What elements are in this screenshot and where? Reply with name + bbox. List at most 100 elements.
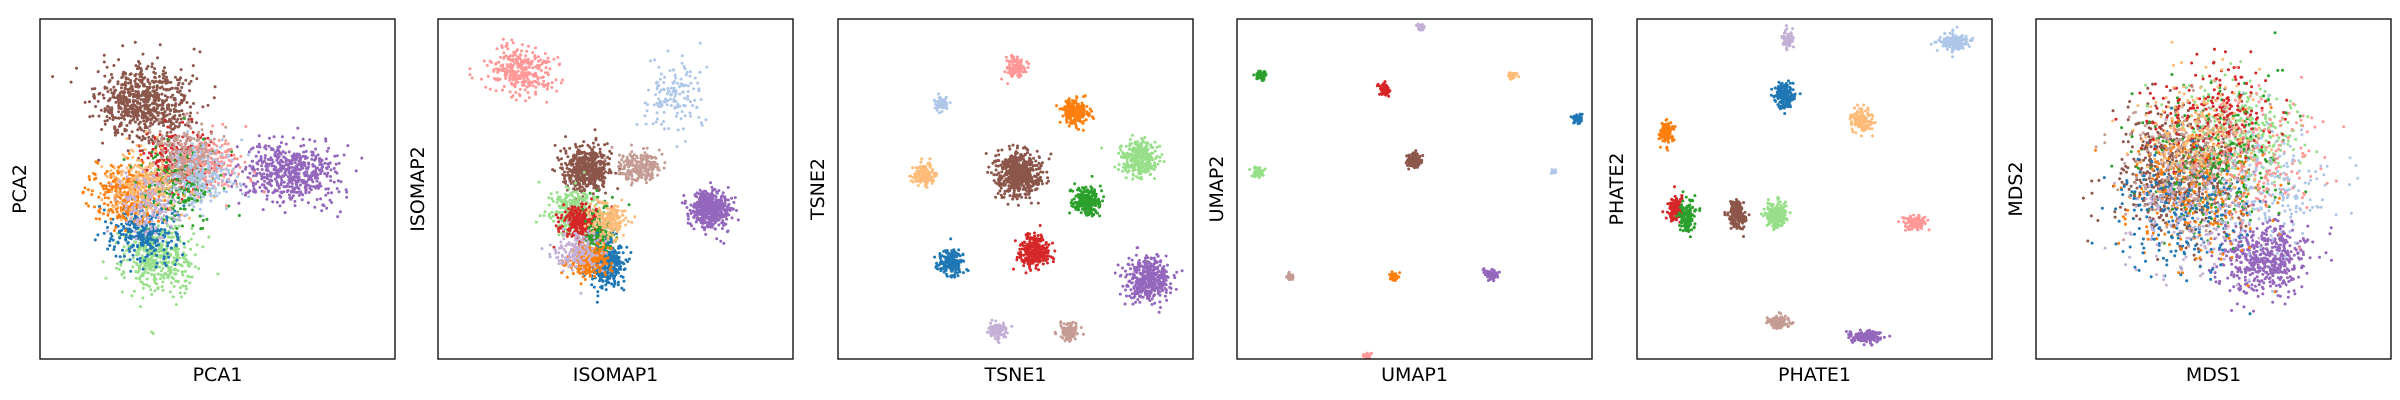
scatter-point (173, 126, 177, 130)
scatter-point (169, 268, 172, 272)
scatter-point (183, 180, 187, 184)
scatter-point (568, 146, 572, 150)
scatter-point (181, 171, 184, 175)
scatter-point (176, 238, 180, 242)
scatter-point (592, 164, 596, 168)
scatter-point (319, 160, 323, 164)
scatter-point (176, 196, 180, 200)
scatter-point (201, 226, 205, 230)
scatter-point (152, 120, 156, 124)
scatter-point (239, 188, 243, 192)
scatter-point (160, 138, 164, 141)
scatter-point (296, 172, 300, 176)
scatter-point (145, 259, 149, 263)
scatter-point (191, 64, 195, 68)
scatter-point (673, 94, 677, 98)
scatter-point (644, 174, 648, 178)
scatter-point (283, 151, 287, 155)
scatter-point (178, 114, 181, 118)
scatter-point (191, 130, 195, 134)
scatter-point (192, 232, 196, 236)
scatter-point (676, 128, 680, 132)
scatter-point (141, 226, 145, 230)
scatter-point (152, 275, 156, 279)
scatter-point (148, 103, 152, 107)
scatter-point (140, 72, 144, 76)
scatter-point (319, 172, 323, 176)
scatter-point (298, 161, 302, 165)
scatter-point (184, 253, 188, 257)
scatter-point (674, 76, 678, 80)
scatter-point (146, 271, 150, 275)
scatter-point (217, 191, 221, 195)
scatter-point (123, 117, 126, 121)
scatter-point (594, 138, 598, 142)
scatter-point (167, 180, 171, 184)
scatter-point (332, 180, 336, 184)
cluster (105, 170, 192, 240)
scatter-point (150, 252, 154, 256)
cluster (551, 128, 623, 210)
scatter-point (560, 162, 563, 166)
scatter-point (664, 97, 667, 101)
scatter-point (113, 89, 117, 93)
scatter-point (150, 219, 154, 223)
scatter-point (174, 186, 177, 190)
scatter-point (279, 165, 283, 168)
scatter-point (97, 114, 101, 118)
scatter-point (186, 130, 190, 133)
scatter-point (676, 105, 680, 109)
scatter-point (102, 193, 106, 197)
scatter-point (608, 168, 612, 172)
scatter-point (659, 102, 663, 106)
scatter-point (150, 293, 154, 296)
scatter-point (153, 139, 157, 143)
scatter-point (155, 103, 159, 107)
scatter-point (175, 120, 178, 124)
scatter-point (134, 64, 138, 68)
scatter-point (333, 154, 337, 158)
scatter-point (264, 164, 268, 168)
scatter-point (704, 118, 708, 122)
scatter-point (222, 175, 226, 179)
scatter-point (231, 167, 235, 171)
scatter-point (152, 81, 156, 84)
scatter-point (136, 252, 140, 256)
scatter-point (107, 80, 111, 84)
scatter-point (653, 163, 656, 167)
scatter-point (218, 145, 222, 149)
scatter-point (275, 174, 279, 178)
scatter-point (526, 91, 530, 95)
scatter-point (310, 157, 314, 161)
scatter-point (299, 167, 303, 171)
scatter-point (183, 207, 187, 211)
scatter-point (159, 277, 162, 281)
scatter-point (126, 104, 130, 108)
scatter-point (581, 182, 585, 186)
scatter-point (313, 139, 317, 143)
scatter-point (168, 117, 172, 121)
scatter-point (131, 149, 135, 153)
scatter-point (523, 68, 527, 72)
scatter-point (133, 230, 137, 233)
scatter-point (288, 173, 292, 177)
scatter-point (164, 205, 168, 209)
scatter-point (83, 186, 87, 190)
scatter-point (282, 180, 286, 184)
scatter-point (111, 174, 115, 177)
scatter-point (647, 88, 650, 92)
scatter-point (255, 161, 259, 165)
scatter-point (141, 113, 145, 117)
scatter-point (128, 250, 132, 253)
scatter-point (94, 105, 98, 108)
scatter-point (170, 127, 174, 131)
scatter-point (263, 175, 267, 179)
scatter-point (178, 291, 182, 295)
scatter-point (109, 182, 113, 186)
scatter-point (195, 174, 199, 178)
scatter-point (144, 207, 148, 211)
scatter-point (111, 210, 115, 214)
scatter-point (506, 47, 510, 51)
scatter-point (656, 168, 660, 172)
scatter-point (137, 204, 141, 208)
